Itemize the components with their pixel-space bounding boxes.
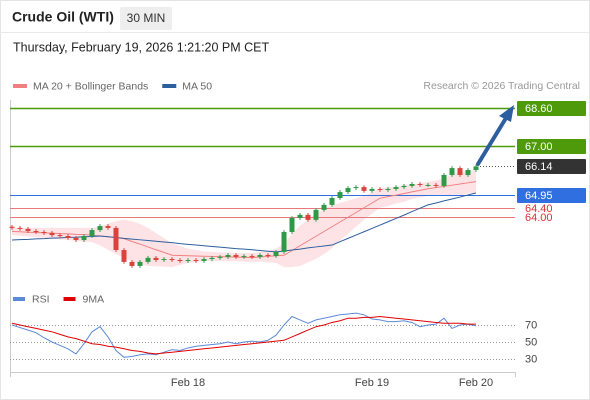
candle-body bbox=[153, 257, 159, 260]
candle-body bbox=[49, 232, 55, 236]
candle-body bbox=[265, 255, 271, 257]
rsi-line bbox=[11, 315, 476, 355]
candle-body bbox=[97, 226, 103, 231]
candle-body bbox=[401, 185, 407, 188]
candle-body bbox=[417, 184, 423, 185]
candle-body bbox=[345, 188, 351, 193]
plot: MA 20 + Bollinger Bands MA 50 68.60 67.00 66… bbox=[9, 80, 586, 389]
level-label: 64.95 bbox=[525, 190, 553, 202]
level-label: 68.60 bbox=[525, 103, 553, 115]
candle-body bbox=[385, 188, 391, 190]
legend-label: MA 50 bbox=[182, 80, 212, 92]
legend-label: MA 20 + Bollinger Bands bbox=[33, 80, 148, 92]
candle-body bbox=[105, 226, 111, 228]
level-label: 64.00 bbox=[525, 212, 553, 224]
candle-body bbox=[257, 255, 263, 257]
legend-swatch bbox=[13, 84, 27, 88]
candle-body bbox=[409, 184, 415, 186]
title: Crude Oil (WTI) bbox=[12, 9, 114, 25]
candle-body bbox=[185, 260, 191, 261]
candle-body bbox=[113, 227, 119, 251]
candle-body bbox=[313, 209, 319, 220]
candle-body bbox=[449, 168, 455, 175]
level-box bbox=[517, 139, 586, 154]
y-tick-label: 30 bbox=[525, 353, 537, 365]
candle-body bbox=[225, 255, 231, 257]
candle-body bbox=[33, 231, 39, 233]
level-label: 67.00 bbox=[525, 141, 553, 153]
candle-body bbox=[425, 184, 431, 186]
timestamp: Thursday, February 19, 2026 1:21:20 PM C… bbox=[13, 40, 270, 54]
rsi-line bbox=[11, 312, 477, 358]
candle-body bbox=[465, 169, 471, 175]
bollinger-band bbox=[12, 169, 476, 268]
candle-body bbox=[329, 198, 335, 205]
legend-label: 9MA bbox=[83, 293, 105, 305]
candle-body bbox=[73, 237, 79, 241]
level-box bbox=[517, 159, 586, 174]
ma-line bbox=[11, 192, 477, 253]
candle-body bbox=[361, 187, 367, 191]
forecast-arrowhead bbox=[499, 105, 514, 122]
candle-body bbox=[121, 250, 127, 262]
candle-body bbox=[169, 259, 175, 261]
candle-body bbox=[297, 214, 303, 218]
candle-body bbox=[25, 228, 31, 232]
candle-body bbox=[145, 257, 151, 262]
level-label: 64.40 bbox=[525, 203, 553, 215]
candle-body bbox=[65, 236, 71, 238]
candle-body bbox=[17, 227, 23, 229]
y-tick-label: 50 bbox=[525, 336, 537, 348]
candle-body bbox=[353, 187, 359, 189]
candle-body bbox=[377, 188, 383, 190]
candle-body bbox=[393, 187, 399, 189]
candle-body bbox=[337, 192, 343, 199]
candle-body bbox=[473, 166, 479, 170]
candle-body bbox=[273, 251, 279, 256]
candle-body bbox=[321, 204, 327, 210]
legend-label: RSI bbox=[32, 293, 50, 305]
x-tick-label: Feb 19 bbox=[355, 377, 389, 389]
candle-body bbox=[209, 257, 215, 260]
timeframe[interactable]: 30 MIN bbox=[127, 11, 166, 25]
candle-body bbox=[89, 230, 95, 237]
candle-body bbox=[457, 168, 463, 175]
candle-body bbox=[193, 260, 199, 261]
level-box bbox=[517, 188, 586, 203]
candle-body bbox=[57, 235, 63, 237]
candle-body bbox=[233, 255, 239, 257]
candle-body bbox=[441, 174, 447, 186]
candle-body bbox=[305, 214, 311, 220]
candle-body bbox=[9, 226, 15, 228]
candle-body bbox=[177, 260, 183, 261]
x-tick-label: Feb 18 bbox=[171, 377, 205, 389]
forecast-arrow bbox=[476, 116, 508, 166]
candle-body bbox=[217, 256, 223, 258]
candle-body bbox=[281, 231, 287, 252]
candle-body bbox=[201, 259, 207, 261]
legend-swatch bbox=[13, 297, 25, 301]
candle-body bbox=[137, 261, 143, 266]
timeframe-box[interactable] bbox=[120, 7, 172, 30]
candle-body bbox=[289, 217, 295, 232]
candle-body bbox=[41, 231, 47, 233]
legend-swatch bbox=[162, 84, 177, 88]
candle-body bbox=[433, 184, 439, 186]
level-box bbox=[517, 101, 586, 116]
source: Research © 2026 Trading Central bbox=[423, 80, 580, 92]
candle-body bbox=[81, 236, 87, 241]
candle-body bbox=[161, 259, 167, 261]
x-tick-label: Feb 20 bbox=[459, 377, 493, 389]
candle-body bbox=[241, 255, 247, 257]
candle-body bbox=[249, 255, 255, 257]
candle-body bbox=[129, 261, 135, 266]
level-label: 66.14 bbox=[525, 161, 553, 173]
legend-swatch bbox=[63, 297, 76, 301]
candle-body bbox=[369, 188, 375, 191]
y-tick-label: 70 bbox=[525, 319, 537, 331]
